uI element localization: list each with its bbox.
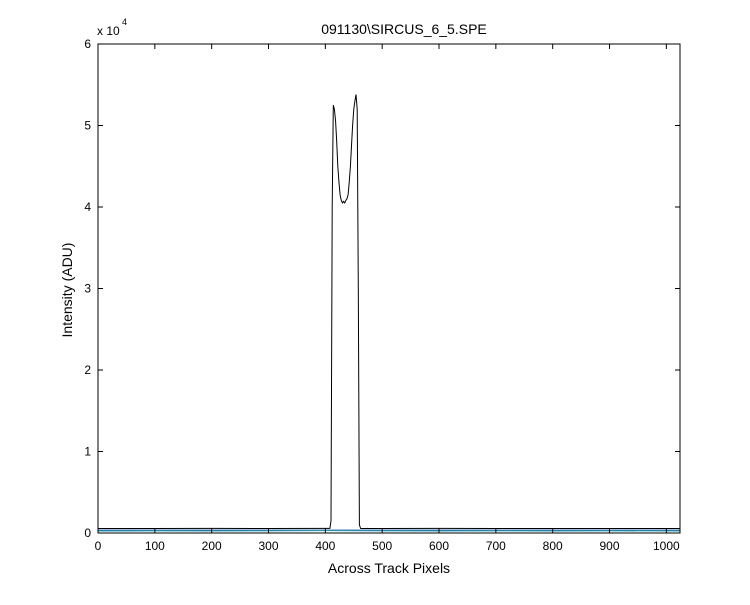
y-axis-label: Intensity (ADU)	[59, 243, 75, 338]
x-tick-label-0: 0	[95, 539, 102, 553]
ticks-layer: 0 100 200 300 400 500 600 700 800 900 1000 0 1 2 3 4 5 6	[84, 37, 680, 553]
x-tick-label-700: 700	[486, 539, 506, 553]
y-tick-label-2: 2	[84, 363, 91, 377]
series-layer	[98, 95, 680, 532]
series-line-1	[98, 95, 680, 529]
x-tick-label-100: 100	[145, 539, 165, 553]
plot-frame	[98, 44, 680, 533]
x-axis-label: Across Track Pixels	[328, 560, 450, 576]
x-tick-label-300: 300	[258, 539, 278, 553]
y-exponent-power: 4	[122, 17, 127, 27]
x-tick-label-500: 500	[372, 539, 392, 553]
x-tick-label-800: 800	[543, 539, 563, 553]
x-tick-label-200: 200	[202, 539, 222, 553]
chart-title: 091130\SIRCUS_6_5.SPE	[321, 21, 487, 37]
y-tick-label-3: 3	[84, 282, 91, 296]
y-tick-label-0: 0	[84, 526, 91, 540]
y-tick-label-6: 6	[84, 37, 91, 51]
y-tick-label-5: 5	[84, 119, 91, 133]
x-tick-label-400: 400	[315, 539, 335, 553]
x-tick-label-600: 600	[429, 539, 449, 553]
x-tick-label-1000: 1000	[653, 539, 680, 553]
x-tick-label-900: 900	[600, 539, 620, 553]
y-exponent-label: x 10	[97, 24, 120, 38]
y-tick-label-4: 4	[84, 200, 91, 214]
y-tick-label-1: 1	[84, 445, 91, 459]
